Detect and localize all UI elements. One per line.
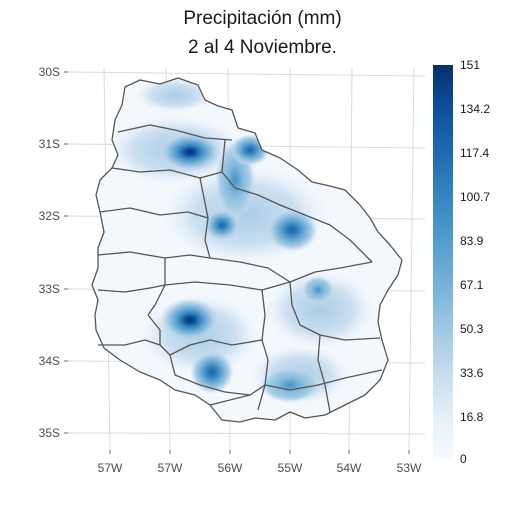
hotspot-florida xyxy=(190,350,234,394)
legend-label-100: 100.7 xyxy=(460,190,490,204)
border-cerro-largo xyxy=(304,214,373,263)
border-tacuarembo-west xyxy=(199,177,211,259)
border-durazno-east xyxy=(261,289,266,341)
lon-label-57w-b: 57W xyxy=(158,461,183,475)
legend-label-134: 134.2 xyxy=(460,102,490,116)
lon-label-54w: 54W xyxy=(337,461,362,475)
country-border xyxy=(91,77,403,423)
lon-label-53w: 53W xyxy=(397,461,422,475)
lat-label-30s: 30S xyxy=(39,65,60,79)
lon-label-55w: 55W xyxy=(278,461,303,475)
border-soriano-east xyxy=(147,314,171,356)
light-band-top xyxy=(135,78,215,113)
lat-label-31s: 31S xyxy=(39,137,60,151)
legend-label-0: 0 xyxy=(460,452,467,466)
hotspot-treinta-tres xyxy=(302,276,334,304)
legend-colorbar xyxy=(433,65,453,459)
border-durazno-south xyxy=(169,339,263,356)
lat-label-34s: 34S xyxy=(39,354,60,368)
grid-lat-35s xyxy=(67,432,426,435)
legend-label-117: 117.4 xyxy=(460,146,489,160)
legend-label-50: 50.3 xyxy=(460,322,484,336)
lon-labels: 57W 57W 56W 55W 54W 53W xyxy=(98,461,422,475)
border-artigas xyxy=(117,124,233,141)
lat-label-35s: 35S xyxy=(39,426,60,440)
border-tacuarembo-durazno xyxy=(209,257,291,283)
border-florida-south xyxy=(169,354,266,396)
border-treinta-tres xyxy=(289,281,381,341)
hotspot-artigas xyxy=(158,132,222,172)
border-florida-east xyxy=(257,339,269,411)
border-artigas-salto xyxy=(111,167,223,179)
legend-label-67: 67.1 xyxy=(460,278,484,292)
hotspot-rivera xyxy=(230,134,270,166)
light-band-east xyxy=(265,270,375,350)
legend-label-16: 16.8 xyxy=(460,410,484,424)
precipitation-field xyxy=(92,78,402,422)
department-boundaries xyxy=(91,77,403,423)
lat-label-32s: 32S xyxy=(39,209,60,223)
grid-lat-30s xyxy=(67,71,426,77)
legend-label-151: 151 xyxy=(460,58,480,72)
hotspot-lavalleja xyxy=(260,367,320,403)
hotspot-melo xyxy=(266,208,318,252)
border-salto-paysandu xyxy=(99,207,209,219)
legend-label-83: 83.9 xyxy=(460,234,484,248)
lat-labels: 30S 31S 32S 33S 34S 35S xyxy=(39,65,60,440)
border-rio-negro-soriano xyxy=(97,284,166,293)
border-durazno-north xyxy=(164,281,291,291)
border-rivera-west xyxy=(221,139,226,173)
border-rivera-tacuarembo xyxy=(221,171,306,216)
map-title-line2: 2 al 4 Noviembre. xyxy=(188,37,337,58)
grid-lon-53w xyxy=(408,67,415,451)
border-rocha xyxy=(317,369,383,386)
border-rio-negro-east xyxy=(147,258,166,316)
border-lavalleja-maldonado xyxy=(264,384,319,391)
legend-label-33: 33.6 xyxy=(460,366,484,380)
border-soriano-colonia xyxy=(98,339,161,346)
lon-label-56w: 56W xyxy=(218,461,243,475)
axis-ticks xyxy=(64,71,410,454)
border-canelones xyxy=(209,394,251,406)
hotspot-tacuarembo xyxy=(204,209,240,241)
lon-label-57w-a: 57W xyxy=(98,461,123,475)
border-lavalleja-rocha xyxy=(317,334,331,413)
hotspot-durazno xyxy=(160,298,220,342)
map-title-line1: Precipitación (mm) xyxy=(183,8,342,29)
lat-label-33s: 33S xyxy=(39,282,60,296)
border-cerro-largo-south xyxy=(289,261,373,283)
legend: 151 134.2 117.4 100.7 83.9 67.1 50.3 33.… xyxy=(433,58,490,466)
